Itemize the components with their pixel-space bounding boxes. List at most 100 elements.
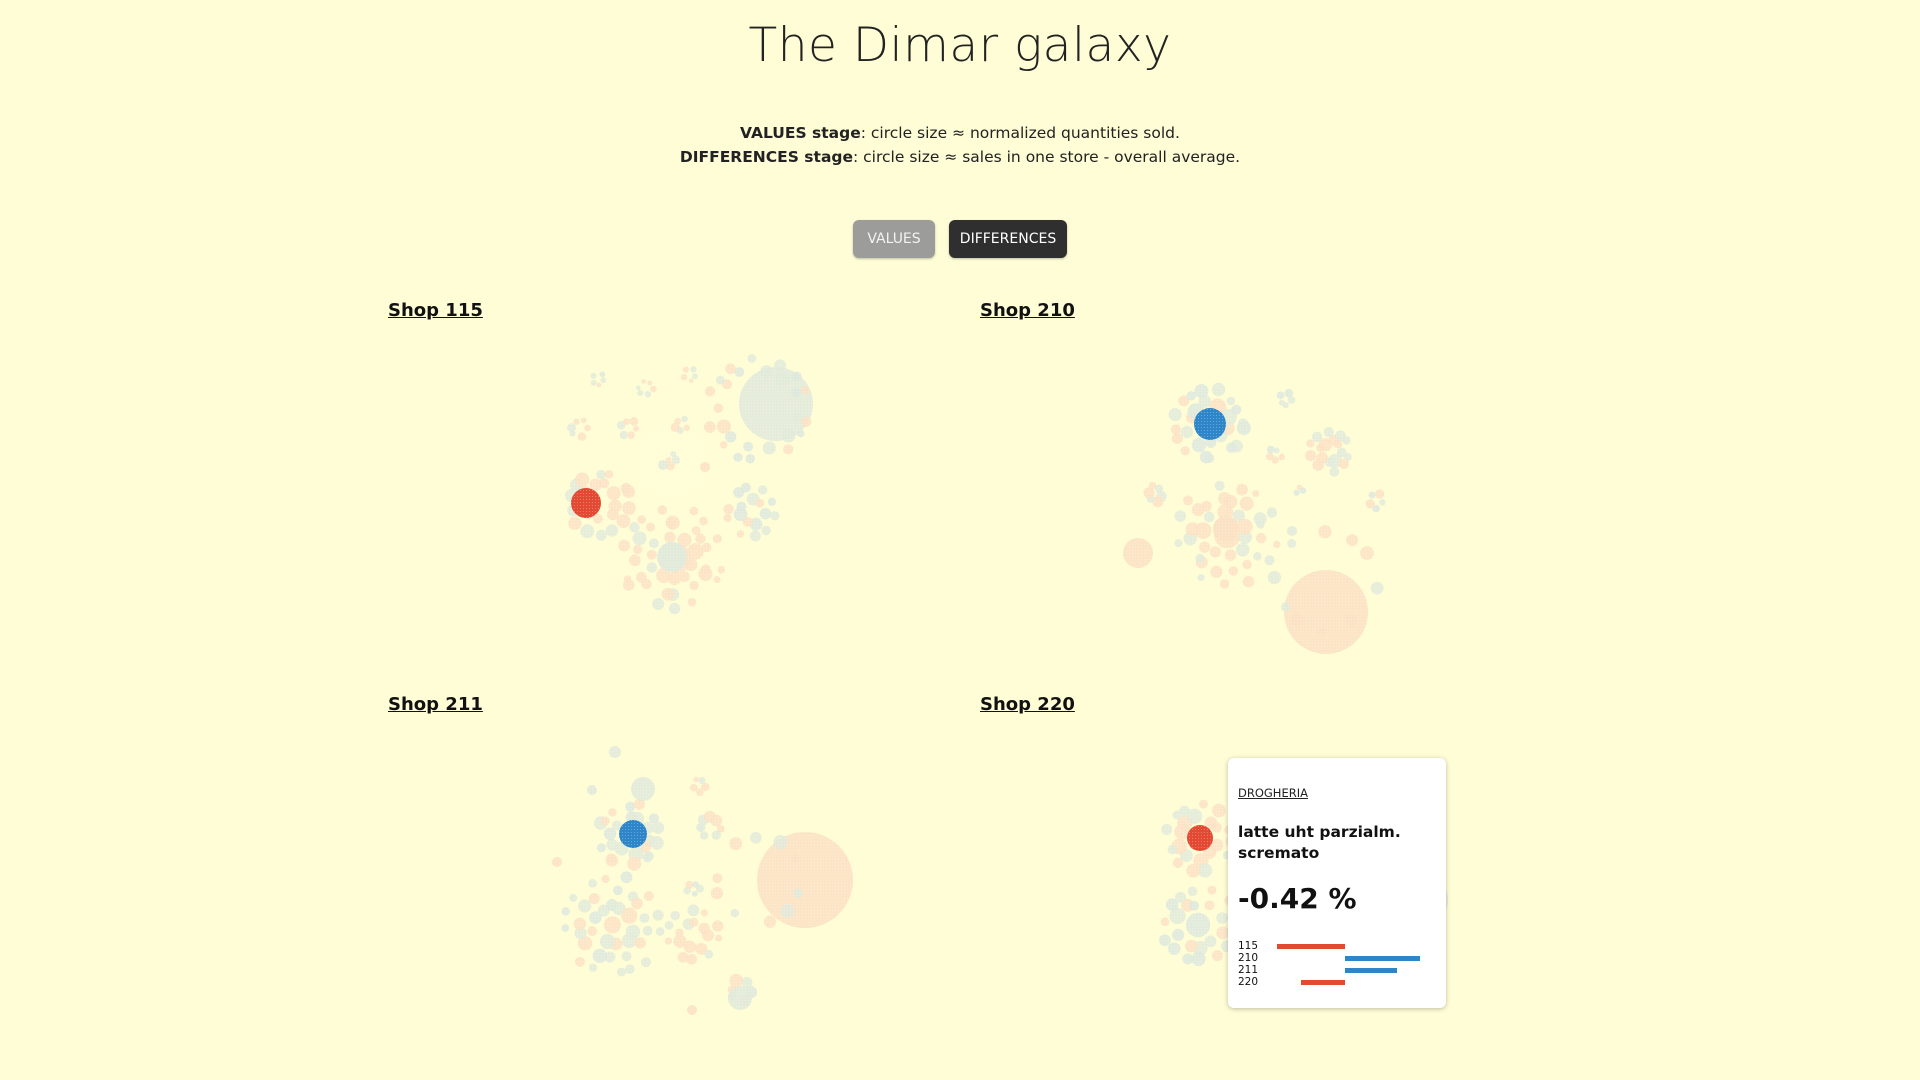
bubble-texture xyxy=(700,909,708,917)
bubble-texture xyxy=(1284,388,1294,398)
bubble-texture xyxy=(747,354,757,363)
bubble-texture xyxy=(633,798,646,810)
bubble-texture xyxy=(1185,522,1200,537)
bubble-texture xyxy=(655,927,665,936)
bubble-texture xyxy=(704,949,714,959)
bubble-texture xyxy=(644,390,652,398)
bubble-texture xyxy=(682,366,689,373)
bubble-texture xyxy=(1172,857,1184,869)
bubble-texture xyxy=(1239,496,1254,511)
bubble-texture xyxy=(1184,939,1198,953)
bubble-texture xyxy=(1179,805,1190,817)
bubble-texture xyxy=(590,372,597,379)
bubble-texture xyxy=(568,516,582,531)
bubble-texture xyxy=(632,531,647,546)
bubble-texture xyxy=(781,428,796,443)
bubble-texture xyxy=(1242,559,1252,570)
bubble-texture xyxy=(1123,538,1153,568)
bubble-texture xyxy=(1242,575,1255,588)
shop-210-title[interactable]: Shop 210 xyxy=(980,300,1075,321)
bubble-texture xyxy=(619,820,647,848)
bubble-texture xyxy=(658,460,668,470)
bubble-texture xyxy=(584,424,591,432)
bubble-texture xyxy=(580,417,587,424)
shop-220-title[interactable]: Shop 220 xyxy=(980,694,1075,715)
bubble-texture xyxy=(588,893,600,905)
bubble-texture xyxy=(701,542,712,553)
bubble-texture xyxy=(637,515,646,524)
bubble-texture xyxy=(625,964,635,974)
shop-210-galaxy xyxy=(1123,382,1386,654)
bubble-texture xyxy=(695,533,706,544)
bubble-texture xyxy=(686,953,697,965)
bubble-texture xyxy=(638,429,706,497)
bubble-texture xyxy=(1199,799,1209,809)
bubble-texture xyxy=(1273,540,1281,549)
bubble-texture xyxy=(789,853,799,863)
bubble-texture xyxy=(1226,442,1237,453)
bubble-texture xyxy=(755,498,765,508)
bubble-texture xyxy=(689,580,699,591)
tooltip-category-link[interactable]: DROGHERIA xyxy=(1238,786,1308,800)
bubble-texture xyxy=(648,813,660,824)
bubble-texture xyxy=(651,821,665,834)
bubble-texture xyxy=(668,602,681,615)
bubble-texture xyxy=(734,367,745,377)
bubble-texture xyxy=(620,871,633,884)
bubble-texture xyxy=(767,497,776,506)
bubble-texture xyxy=(1199,541,1211,553)
bubble-texture xyxy=(1169,907,1186,925)
bubble-texture xyxy=(1178,395,1190,407)
bubble-texture xyxy=(573,418,580,425)
bubble-texture xyxy=(623,575,632,583)
bubble-texture xyxy=(1188,900,1200,911)
bubble-texture xyxy=(715,934,723,942)
bubble-texture xyxy=(1203,511,1215,523)
differences-term: DIFFERENCES stage xyxy=(679,148,854,166)
bubble-texture xyxy=(1187,825,1213,851)
bubble-texture xyxy=(1171,433,1183,445)
bubble-texture xyxy=(635,572,647,583)
bubble-texture xyxy=(1186,391,1196,401)
bubble-texture xyxy=(793,888,804,899)
shop-211-title[interactable]: Shop 211 xyxy=(388,694,483,715)
bubble-texture xyxy=(634,937,646,949)
bubble-texture xyxy=(749,831,762,844)
bubble-texture xyxy=(1212,803,1226,818)
bubble-texture xyxy=(736,501,747,512)
bubble-texture xyxy=(740,482,751,493)
bubble-texture xyxy=(621,951,632,962)
bubble-texture xyxy=(741,977,753,988)
values-button[interactable]: VALUES xyxy=(853,220,935,258)
bubble-texture xyxy=(648,538,659,549)
bubble-texture xyxy=(664,920,674,930)
bubble-texture xyxy=(689,783,698,792)
bubble-texture xyxy=(1265,452,1274,461)
bubble-texture xyxy=(1374,489,1385,499)
bubble-texture xyxy=(646,562,658,573)
bubble-texture xyxy=(1216,926,1230,940)
bubble-texture xyxy=(775,372,790,387)
bubble-texture xyxy=(1284,570,1368,654)
shop-115-title[interactable]: Shop 115 xyxy=(388,300,483,321)
bubble-texture xyxy=(1266,507,1278,518)
values-term: VALUES stage xyxy=(740,124,861,142)
bubble-texture xyxy=(627,431,636,440)
bubble-texture xyxy=(780,903,795,918)
bubble-texture xyxy=(619,430,629,440)
bubble-texture xyxy=(577,432,587,441)
bubble-texture xyxy=(599,933,616,950)
bubble-texture xyxy=(642,852,653,863)
bubble-texture xyxy=(1152,496,1164,508)
bubble-texture xyxy=(683,424,690,431)
bubble-texture xyxy=(633,425,640,432)
bubble-texture xyxy=(589,478,602,491)
differences-button[interactable]: DIFFERENCES xyxy=(949,220,1067,258)
bubble-texture xyxy=(680,374,688,381)
bubble-texture xyxy=(1278,453,1286,461)
bubble-texture xyxy=(606,508,619,521)
bubble-texture xyxy=(670,910,680,921)
differences-description: DIFFERENCES stage: circle size ≈ sales i… xyxy=(0,145,1920,169)
bubble-texture xyxy=(1186,808,1203,825)
bubble-texture xyxy=(683,940,697,953)
